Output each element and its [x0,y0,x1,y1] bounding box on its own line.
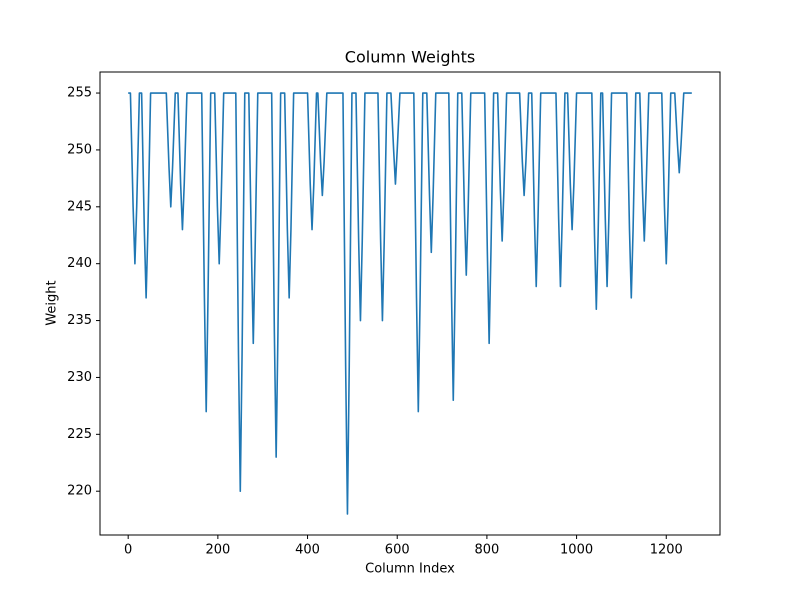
x-tick-label: 800 [474,543,499,558]
y-tick-label: 225 [67,427,92,442]
chart-title: Column Weights [345,48,475,67]
x-tick-label: 0 [124,543,132,558]
y-tick-label: 255 [67,86,92,101]
y-tick-label: 250 [67,142,92,157]
x-tick-label: 400 [295,543,320,558]
y-tick-label: 235 [67,313,92,328]
y-tick-label: 240 [67,256,92,271]
plot-frame [99,71,721,536]
x-tick-label: 1200 [650,543,683,558]
x-axis-label: Column Index [365,562,455,577]
x-tick-label: 1000 [560,543,593,558]
y-tick-label: 230 [67,370,92,385]
y-axis-label: Weight [45,280,60,325]
x-tick-label: 600 [385,543,410,558]
line [128,92,692,515]
y-tick-label: 220 [67,484,92,499]
y-tick-label: 245 [67,199,92,214]
x-tick-label: 200 [205,543,230,558]
